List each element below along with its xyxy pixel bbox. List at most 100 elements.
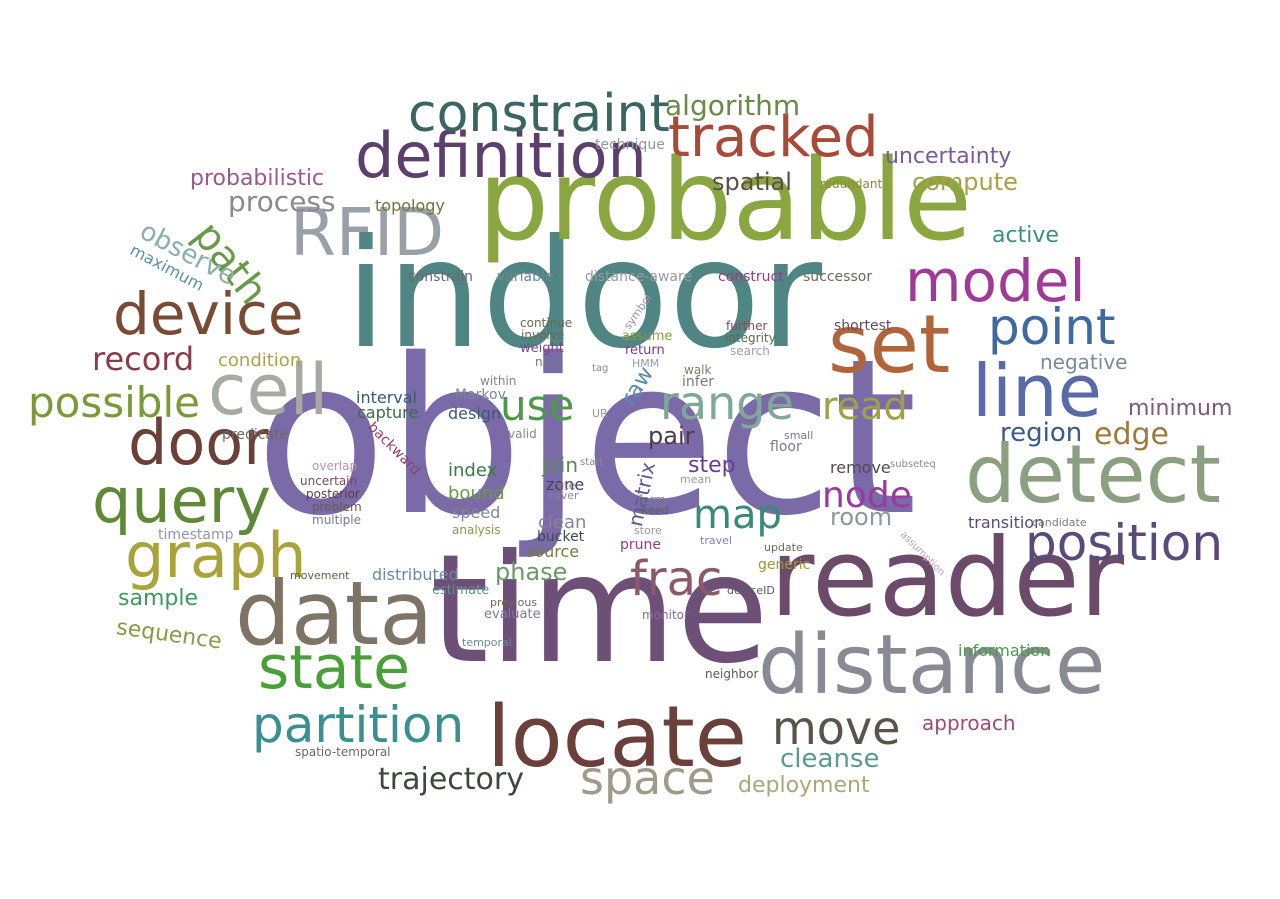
word-sample: sample (118, 586, 198, 611)
word-phase: phase (495, 558, 568, 586)
word-distributed: distributed (372, 565, 459, 584)
word-query: query (92, 464, 271, 537)
word-interval: interval (356, 388, 417, 407)
word-design: design (448, 404, 502, 423)
word-data: data (235, 562, 434, 665)
word-assume: assume (622, 329, 673, 344)
word-travel: travel (700, 534, 732, 547)
word-time: time (430, 523, 769, 697)
word-search: search (730, 344, 770, 358)
word-index: index (448, 460, 498, 481)
word-previous: previous (490, 596, 538, 609)
word-infer: infer (682, 374, 715, 390)
word-model: model (905, 247, 1086, 315)
word-edge: edge (1094, 417, 1169, 452)
word-continue: continue (520, 316, 573, 330)
word-transition: transition (968, 513, 1045, 532)
word-device: device (113, 280, 304, 348)
word-frac: frac (630, 551, 723, 607)
word-minimum: minimum (1128, 396, 1233, 421)
word-state: state (258, 633, 410, 703)
word-variable: variable (497, 269, 554, 285)
word-weight: weight (520, 341, 564, 356)
word-shortest: shortest (834, 318, 892, 334)
word-constraint: constraint (408, 84, 670, 144)
word-technique: technique (595, 137, 665, 153)
word-room: room (830, 503, 893, 531)
word-hmm: HMM (632, 357, 660, 370)
word-indoor: indoor (345, 208, 823, 382)
word-reader: reader (770, 516, 1125, 641)
word-successor: successor (803, 269, 873, 285)
word-negative: negative (1040, 350, 1128, 374)
word-read: read (822, 384, 908, 428)
word-information: information (958, 641, 1051, 660)
word-subseteq: subseteq (890, 459, 936, 470)
word-use: use (500, 381, 575, 430)
word-generic: generic (758, 557, 811, 573)
word-return: return (625, 343, 665, 358)
word-cell: cell (208, 349, 329, 431)
word-remove: remove (830, 458, 891, 477)
word-within: within (480, 374, 517, 388)
word-partition: partition (252, 696, 465, 754)
word-overlap: overlap (312, 459, 358, 473)
word-update: update (764, 541, 803, 554)
word-door: door (128, 406, 269, 479)
word-integrity: integrity (725, 331, 776, 345)
word-posterior: posterior (306, 487, 360, 501)
word-range: range (660, 376, 794, 430)
word-start: start (580, 457, 604, 468)
word-source: source (526, 542, 580, 561)
word-ur: UR (592, 407, 608, 420)
word-spatial: spatial (712, 168, 792, 196)
word-estimate: estimate (432, 583, 490, 598)
word-predicate: predicate (222, 427, 289, 443)
word-deviceid: deviceID (727, 584, 775, 597)
word-redundant: redundant (820, 177, 883, 191)
word-walk: walk (684, 363, 712, 377)
word-point: point (988, 298, 1116, 356)
word-definition: definition (355, 119, 647, 192)
word-monitor: monitor (642, 608, 689, 622)
word-locate: locate (487, 688, 748, 787)
word-zone: zone (546, 475, 585, 494)
word-need: need (641, 504, 669, 517)
word-tag: tag (592, 363, 609, 374)
word-record: record (92, 340, 195, 378)
word-object: object (255, 312, 918, 563)
word-possible: possible (28, 378, 200, 427)
word-trajectory: trajectory (378, 762, 524, 797)
word-pair: pair (648, 422, 695, 450)
word-cover: cover (548, 489, 579, 502)
word-multiple: multiple (312, 513, 362, 527)
word-distance: distance (758, 618, 1106, 713)
word-uncertainty: uncertainty (885, 144, 1012, 169)
word-bucket: bucket (537, 529, 585, 545)
word-neighbor: neighbor (705, 667, 759, 681)
word-prune: prune (620, 537, 662, 553)
word-region: region (1000, 418, 1083, 448)
word-small: small (784, 429, 814, 442)
word-uncertain: uncertain (300, 474, 358, 488)
word-rfid: RFID (290, 194, 445, 271)
word-temporal: temporal (462, 636, 512, 649)
word-deployment: deployment (738, 773, 870, 798)
word-step: step (688, 453, 736, 478)
word-bound: bound (448, 483, 505, 504)
word-probabilistic: probabilistic (190, 166, 325, 191)
word-condition: condition (218, 350, 302, 371)
word-active: active (992, 223, 1059, 248)
word-construct: construct (718, 269, 784, 285)
word-evaluate: evaluate (484, 607, 541, 622)
word-candidate: candidate (1032, 516, 1087, 529)
word-speed: speed (452, 503, 501, 522)
word-set: set (828, 298, 951, 391)
word-floor: floor (770, 439, 802, 455)
word-node: node (822, 475, 912, 516)
word-mean: mean (680, 473, 712, 486)
word-topology: topology (375, 196, 445, 215)
word-timestamp: timestamp (158, 527, 234, 543)
word-compute: compute (912, 168, 1018, 196)
word-distance-aware: distance-aware (585, 269, 693, 285)
